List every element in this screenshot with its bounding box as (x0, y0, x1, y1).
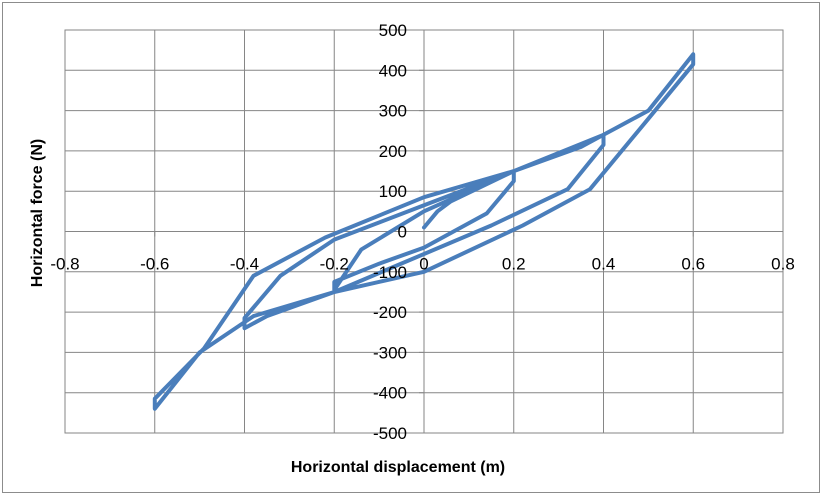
x-tick-label: 0 (419, 255, 428, 274)
x-tick-label: -0.2 (320, 255, 349, 274)
y-tick-label: 500 (379, 21, 407, 40)
y-tick-label: 200 (379, 142, 407, 161)
y-tick-label: 300 (379, 102, 407, 121)
axes (64, 29, 784, 434)
x-tick-label: -0.6 (140, 255, 169, 274)
y-tick-label: -400 (373, 384, 407, 403)
series-line-0 (152, 52, 696, 411)
y-tick-label: 400 (379, 61, 407, 80)
y-tick-label: 0 (398, 223, 407, 242)
y-tick-label: -300 (373, 343, 407, 362)
y-axis-title: Horizontal force (N) (29, 139, 46, 287)
x-tick-label: 0.4 (592, 255, 616, 274)
x-tick-label: 0.2 (502, 255, 526, 274)
x-axis-title: Horizontal displacement (m) (291, 459, 505, 476)
tick-labels: -0.8 -0.6 -0.4 -0.2 0 0.2 0.4 0.6 0.8 -500 -400 -30… (50, 21, 794, 443)
x-tick-label: -0.4 (230, 255, 259, 274)
series-layer (152, 52, 696, 411)
y-tick-label: -500 (373, 424, 407, 443)
y-tick-label: -100 (373, 263, 407, 282)
x-tick-label: 0.8 (771, 255, 795, 274)
y-tick-label: 100 (379, 182, 407, 201)
x-tick-label: -0.8 (50, 255, 79, 274)
y-tick-label: -200 (373, 303, 407, 322)
x-tick-label: 0.6 (681, 255, 705, 274)
